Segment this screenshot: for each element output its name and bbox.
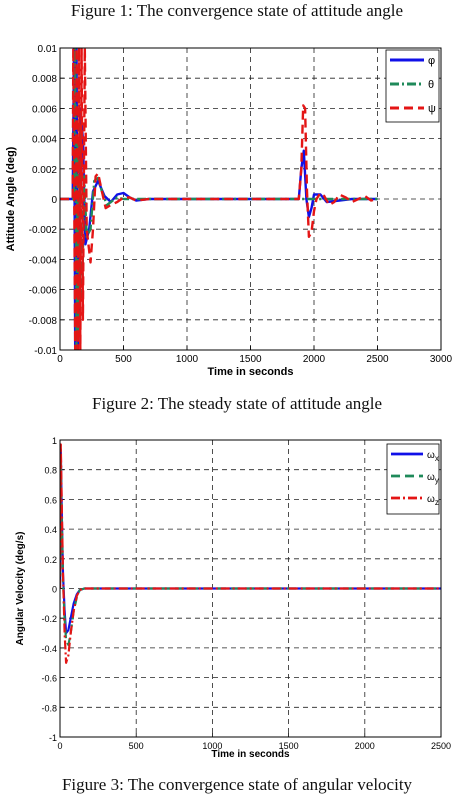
y-tick-label: 0 bbox=[51, 195, 57, 206]
y-tick-label: -0.4 bbox=[41, 644, 57, 654]
x-tick-label: 2000 bbox=[303, 354, 326, 365]
figure-2-caption: Figure 2: The steady state of attitude a… bbox=[91, 394, 383, 413]
x-axis-label: Time in seconds bbox=[211, 749, 290, 760]
y-tick-label: 0.6 bbox=[44, 495, 57, 505]
figure-3-caption: Figure 3: The convergence state of angul… bbox=[61, 775, 413, 794]
legend-label: ωx bbox=[427, 450, 439, 463]
attitude-angle-chart: 0 500 1000 1500 2000 2500 3000 -0.01 -0.008 -0.00… bbox=[5, 44, 453, 378]
y-tick-label: 0.4 bbox=[44, 525, 57, 535]
series-line-3 bbox=[60, 443, 441, 664]
y-tick-label: -0.8 bbox=[41, 703, 57, 713]
y-tick-label: 0.006 bbox=[32, 104, 57, 115]
legend-label: ψ bbox=[428, 103, 436, 115]
y-tick-label: 0.008 bbox=[32, 74, 57, 85]
y-tick-label: 1 bbox=[52, 436, 57, 446]
legend-label: θ bbox=[428, 79, 434, 91]
y-tick-label: -0.002 bbox=[29, 225, 58, 236]
y-tick-label: 0.01 bbox=[38, 44, 58, 55]
legend-label: φ bbox=[428, 55, 435, 67]
legend-label: ωy bbox=[427, 472, 439, 485]
legend-box bbox=[385, 49, 440, 123]
y-tick-label: -0.6 bbox=[41, 674, 57, 684]
x-tick-label: 0 bbox=[57, 741, 62, 751]
y-tick-label: 0.004 bbox=[32, 135, 57, 146]
x-tick-label: 1500 bbox=[279, 741, 299, 751]
plot-frame bbox=[59, 439, 442, 738]
x-tick-label: 1500 bbox=[239, 354, 262, 365]
y-tick-label: -0.2 bbox=[41, 614, 57, 624]
y-tick-label: -0.01 bbox=[34, 346, 57, 357]
y-tick-label: -1 bbox=[49, 733, 57, 743]
x-tick-label: 1000 bbox=[176, 354, 199, 365]
x-tick-label: 500 bbox=[115, 354, 132, 365]
y-tick-label: -0.008 bbox=[29, 316, 58, 327]
x-axis-label: Time in seconds bbox=[208, 366, 294, 378]
x-tick-label: 3000 bbox=[430, 354, 453, 365]
plot-frame bbox=[59, 47, 442, 351]
figure-1-caption: Figure 1: The convergence state of attit… bbox=[70, 1, 404, 20]
y-tick-label: 0.8 bbox=[44, 466, 57, 476]
angular-velocity-chart: 0 500 1000 1500 2000 2500 -1 -0.8 -0.6 -0.4 -0.2 0 0… bbox=[15, 436, 451, 760]
y-tick-label: 0.002 bbox=[32, 165, 57, 176]
y-tick-label: 0 bbox=[52, 585, 57, 595]
x-tick-label: 0 bbox=[57, 354, 63, 365]
y-tick-label: -0.004 bbox=[29, 255, 58, 266]
y-axis-label: Attitude Angle (deg) bbox=[5, 146, 17, 251]
x-tick-label: 1000 bbox=[202, 741, 222, 751]
y-axis-label: Angular Velocity (deg/s) bbox=[15, 532, 26, 646]
x-tick-label: 2500 bbox=[366, 354, 389, 365]
legend-label: ωz bbox=[427, 494, 439, 507]
y-tick-label: -0.006 bbox=[29, 286, 58, 297]
y-tick-label: 0.2 bbox=[44, 555, 57, 565]
series-line-3 bbox=[60, 48, 378, 350]
x-tick-label: 2000 bbox=[355, 741, 375, 751]
x-tick-label: 500 bbox=[129, 741, 144, 751]
legend-box bbox=[386, 443, 440, 515]
x-tick-label: 2500 bbox=[431, 741, 451, 751]
